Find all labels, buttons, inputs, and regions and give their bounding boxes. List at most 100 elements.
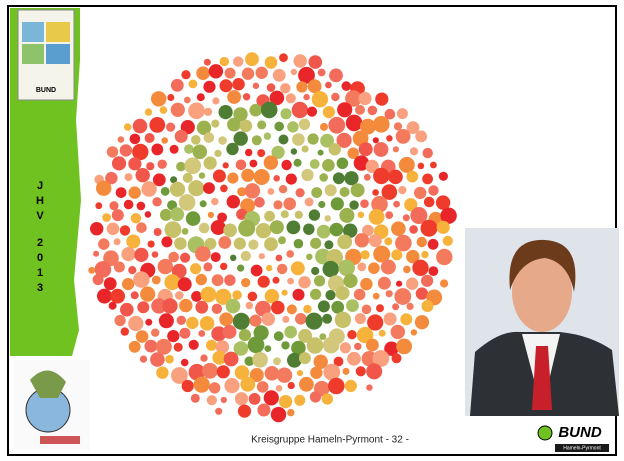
plate-dot bbox=[109, 201, 118, 210]
plate-dot bbox=[394, 122, 402, 130]
plate-dot bbox=[242, 68, 254, 80]
plate-dot bbox=[212, 274, 224, 286]
plate-dot bbox=[347, 352, 361, 366]
plate-dot bbox=[291, 69, 297, 75]
plate-dot bbox=[152, 276, 161, 285]
plate-dot bbox=[324, 240, 333, 249]
plate-dot bbox=[309, 209, 320, 220]
plate-dot bbox=[121, 327, 129, 335]
plate-dot bbox=[409, 225, 418, 234]
plate-dot bbox=[114, 262, 125, 273]
plate-dot bbox=[422, 300, 434, 312]
plate-dot bbox=[443, 236, 453, 246]
plate-dot bbox=[336, 286, 350, 300]
plate-dot bbox=[203, 81, 215, 93]
plate-dot bbox=[318, 150, 324, 156]
bund-subtitle: Hameln-Pyrmont bbox=[563, 445, 601, 451]
plate-dot bbox=[158, 160, 167, 169]
plate-dot bbox=[421, 220, 438, 237]
plate-dot bbox=[145, 108, 152, 115]
plate-dot bbox=[183, 173, 193, 183]
plate-dot bbox=[214, 150, 221, 157]
plate-dot bbox=[440, 279, 448, 287]
plate-dot bbox=[287, 221, 301, 235]
plate-dot bbox=[303, 224, 314, 235]
logo-tile bbox=[46, 44, 70, 64]
plate-dot bbox=[276, 385, 283, 392]
plate-dot bbox=[178, 277, 192, 291]
plate-dot bbox=[217, 365, 230, 378]
plate-dot bbox=[218, 136, 227, 145]
plate-dot bbox=[312, 91, 328, 107]
plate-dot bbox=[279, 395, 292, 408]
plate-dot bbox=[349, 200, 358, 209]
plate-dot bbox=[262, 312, 275, 325]
plate-dot bbox=[373, 293, 380, 300]
plate-dot bbox=[245, 52, 259, 66]
plate-dot bbox=[204, 132, 215, 143]
logo-tile bbox=[22, 44, 44, 64]
plate-dot bbox=[201, 287, 217, 303]
plate-dot bbox=[259, 253, 265, 259]
plate-dot bbox=[400, 313, 412, 325]
plate-dot bbox=[368, 106, 378, 116]
plate-dot bbox=[122, 278, 134, 290]
plate-dot bbox=[240, 377, 255, 392]
plate-dot bbox=[355, 313, 366, 324]
plate-dot bbox=[366, 339, 379, 352]
plate-dot bbox=[219, 312, 233, 326]
plate-dot bbox=[311, 267, 319, 275]
plate-dot bbox=[403, 214, 410, 221]
plate-dot bbox=[202, 363, 218, 379]
plate-dot bbox=[328, 378, 345, 395]
plate-dot bbox=[319, 173, 328, 182]
plate-dot bbox=[270, 220, 284, 234]
plate-dot bbox=[234, 238, 246, 250]
plate-dot bbox=[213, 170, 226, 183]
plate-dot bbox=[264, 345, 271, 352]
plate-dot bbox=[207, 395, 217, 405]
plate-dot bbox=[394, 288, 411, 305]
plate-dot bbox=[230, 255, 236, 261]
plate-dot bbox=[396, 129, 411, 144]
plate-dot bbox=[107, 223, 120, 236]
plate-dot bbox=[211, 198, 218, 205]
plate-dot bbox=[386, 135, 392, 141]
plate-dot bbox=[257, 149, 265, 157]
plate-dot bbox=[428, 239, 439, 250]
plate-dot bbox=[93, 274, 104, 285]
plate-dot bbox=[291, 261, 305, 275]
plate-dot bbox=[252, 135, 262, 145]
plate-dot bbox=[423, 148, 433, 158]
plate-dot bbox=[373, 116, 390, 133]
sidebar-letter: V bbox=[36, 210, 44, 222]
sidebar-letter: H bbox=[36, 195, 44, 207]
plate-dot bbox=[384, 313, 397, 326]
plate-dot bbox=[406, 278, 418, 290]
plate-dot bbox=[124, 123, 132, 131]
plate-dot bbox=[298, 276, 310, 288]
plate-dot bbox=[273, 175, 280, 182]
plate-dot bbox=[236, 160, 247, 171]
plate-dot bbox=[181, 359, 189, 367]
plate-dot bbox=[131, 291, 139, 299]
plate-dot bbox=[307, 107, 317, 117]
plate-dot bbox=[128, 157, 141, 170]
plate-dot bbox=[273, 357, 281, 365]
plate-dot bbox=[227, 173, 238, 184]
plate-dot bbox=[294, 54, 307, 67]
plate-dot bbox=[184, 144, 194, 154]
plate-dot bbox=[149, 117, 165, 133]
car bbox=[40, 436, 80, 444]
plate-dot bbox=[226, 299, 241, 314]
plate-dot bbox=[354, 343, 361, 350]
plate-dot bbox=[372, 189, 379, 196]
plate-dot bbox=[97, 289, 112, 304]
plate-dot bbox=[322, 394, 333, 405]
plate-dot bbox=[170, 145, 179, 154]
plate-dot bbox=[211, 252, 221, 262]
plate-dot bbox=[288, 382, 295, 389]
plate-dot bbox=[128, 316, 143, 331]
plate-dot bbox=[343, 274, 357, 288]
plate-dot bbox=[182, 228, 189, 235]
